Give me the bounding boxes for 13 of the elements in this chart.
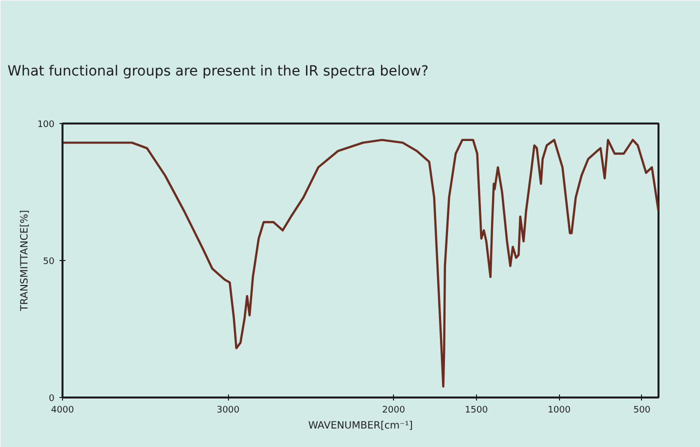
line-series xyxy=(62,138,658,388)
x-axis-title: WAVENUMBER[cm⁻¹] xyxy=(308,420,413,432)
x-tick-label: 500 xyxy=(633,406,651,416)
x-tick-label: 2000 xyxy=(382,406,406,416)
chart-title: What functional groups are present in the IR spectra below? xyxy=(8,64,429,80)
x-tick-label: 1000 xyxy=(548,406,571,416)
x-tick-label: 1500 xyxy=(464,406,488,416)
x-tick-label: 3000 xyxy=(216,406,240,416)
y-tick-label: 50 xyxy=(43,257,55,267)
y-tick-label: 100 xyxy=(37,120,55,130)
y-tick-label: 0 xyxy=(48,394,55,404)
x-tick-label: 4000 xyxy=(51,406,74,416)
y-axis-title: TRANSMITTANCE[%] xyxy=(19,210,30,312)
